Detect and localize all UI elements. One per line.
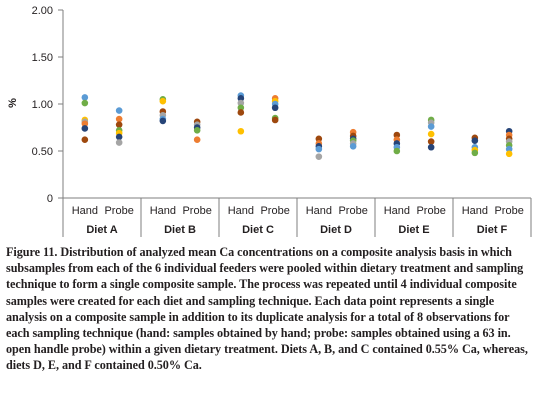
- data-point: [115, 121, 123, 128]
- y-tick-label: 0.50: [32, 146, 53, 158]
- data-point: [115, 133, 123, 141]
- data-point: [315, 153, 323, 160]
- data-point: [81, 125, 89, 132]
- technique-label-probe: Probe: [260, 205, 289, 217]
- group-label: Diet A: [86, 224, 117, 236]
- data-point: [393, 131, 401, 139]
- technique-label-hand: Hand: [72, 205, 98, 217]
- technique-label-hand: Hand: [384, 205, 410, 217]
- y-tick-label: 1.50: [32, 52, 53, 64]
- data-point: [505, 145, 513, 153]
- data-point: [471, 137, 479, 144]
- data-points: [81, 92, 513, 160]
- data-point: [271, 104, 279, 112]
- x-axis: Hand Probe Diet A Hand Probe Diet B Hand Probe D…: [62, 197, 532, 237]
- data-point: [237, 95, 245, 102]
- group-label: Diet B: [164, 224, 196, 236]
- technique-label-probe: Probe: [494, 205, 523, 217]
- data-point: [193, 127, 201, 134]
- data-point: [237, 127, 245, 135]
- technique-label-probe: Probe: [338, 205, 367, 217]
- y-tick-label: 0: [47, 193, 53, 205]
- technique-label-hand: Hand: [462, 205, 488, 217]
- data-point: [237, 104, 245, 112]
- y-tick-label: 2.00: [32, 5, 53, 17]
- group-label: Diet F: [477, 224, 508, 236]
- data-point: [349, 143, 357, 150]
- data-point: [471, 149, 479, 157]
- data-point: [427, 138, 435, 145]
- data-point: [427, 130, 435, 138]
- data-point: [81, 136, 89, 144]
- y-tick-label: 1.00: [32, 99, 53, 111]
- group-label: Diet E: [398, 224, 429, 236]
- y-axis: 0 0.50 1.00 1.50 2.00: [32, 5, 64, 205]
- technique-label-hand: Hand: [150, 205, 176, 217]
- data-point: [193, 136, 201, 144]
- data-point: [427, 143, 435, 151]
- data-point: [315, 145, 323, 153]
- data-point: [427, 123, 435, 130]
- y-axis-label: %: [7, 98, 19, 108]
- data-point: [81, 120, 89, 128]
- data-point: [315, 135, 323, 143]
- data-point: [159, 117, 167, 125]
- data-point: [159, 97, 167, 105]
- figure-caption: Figure 11. Distribution of analyzed mean…: [6, 245, 528, 373]
- dot-plot-chart: 0 0.50 1.00 1.50 2.00 Hand Probe Diet A Hand Pro…: [7, 5, 532, 237]
- data-point: [237, 109, 245, 116]
- data-point: [393, 147, 401, 155]
- group-label: Diet D: [320, 224, 352, 236]
- data-point: [115, 115, 123, 123]
- data-point: [271, 116, 279, 124]
- data-point: [81, 99, 89, 107]
- data-point: [115, 107, 123, 114]
- data-point: [115, 139, 123, 146]
- data-point: [81, 94, 89, 101]
- technique-label-hand: Hand: [306, 205, 332, 217]
- technique-label-probe: Probe: [104, 205, 133, 217]
- group-label: Diet C: [242, 224, 274, 236]
- data-point: [505, 150, 513, 158]
- data-point: [237, 99, 245, 107]
- technique-label-probe: Probe: [182, 205, 211, 217]
- technique-label-hand: Hand: [228, 205, 254, 217]
- technique-label-probe: Probe: [416, 205, 445, 217]
